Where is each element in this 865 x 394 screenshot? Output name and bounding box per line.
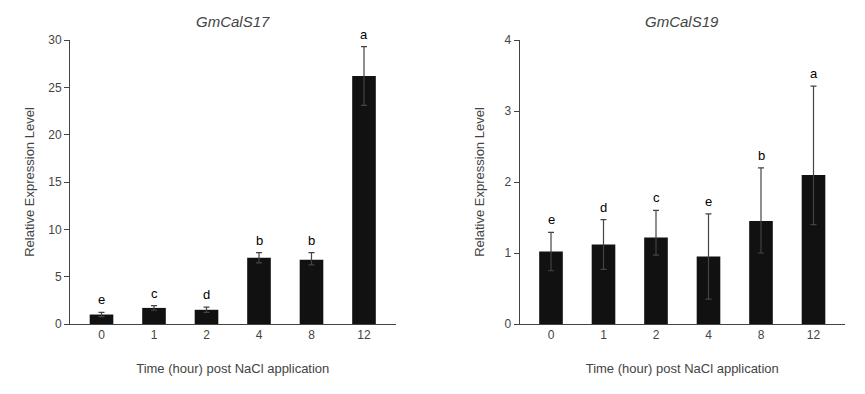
svg-text:1: 1 [151,328,158,342]
svg-text:1: 1 [600,328,607,342]
svg-text:2: 2 [203,328,210,342]
svg-text:e: e [705,194,712,209]
svg-text:Time (hour) post NaCl applicat: Time (hour) post NaCl application [586,361,779,376]
svg-text:e: e [98,292,105,307]
svg-text:Relative Expression Level: Relative Expression Level [472,107,487,257]
svg-text:0: 0 [55,317,62,331]
svg-text:b: b [758,148,765,163]
svg-text:20: 20 [48,128,62,142]
svg-text:d: d [203,287,210,302]
svg-text:8: 8 [758,328,765,342]
svg-text:4: 4 [256,328,263,342]
svg-text:10: 10 [48,223,62,237]
svg-text:GmCalS19: GmCalS19 [645,13,719,30]
svg-text:12: 12 [807,328,821,342]
svg-text:4: 4 [705,328,712,342]
svg-text:15: 15 [48,175,62,189]
svg-text:c: c [653,190,660,205]
svg-text:Time (hour) post NaCl applicat: Time (hour) post NaCl application [136,361,329,376]
svg-text:12: 12 [357,328,371,342]
svg-text:c: c [151,286,158,301]
svg-text:5: 5 [55,270,62,284]
svg-text:0: 0 [98,328,105,342]
svg-text:4: 4 [504,33,511,47]
svg-text:0: 0 [548,328,555,342]
svg-text:e: e [548,212,555,227]
svg-text:3: 3 [504,104,511,118]
svg-text:0: 0 [504,317,511,331]
svg-text:1: 1 [504,246,511,260]
svg-text:b: b [256,233,263,248]
svg-text:8: 8 [308,328,315,342]
svg-text:a: a [810,66,818,81]
svg-text:Relative Expression Level: Relative Expression Level [22,107,37,257]
svg-text:a: a [360,27,368,42]
svg-text:GmCalS17: GmCalS17 [196,13,270,30]
svg-text:b: b [308,233,315,248]
svg-text:30: 30 [48,33,62,47]
svg-text:d: d [600,200,607,215]
svg-text:2: 2 [653,328,660,342]
svg-text:25: 25 [48,81,62,95]
svg-text:2: 2 [504,175,511,189]
